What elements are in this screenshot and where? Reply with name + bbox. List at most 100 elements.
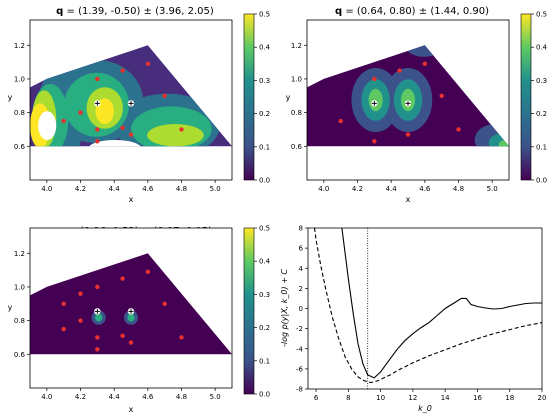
- x-tick-label: 4.6: [142, 185, 154, 193]
- x-tick-label: 14: [441, 394, 450, 402]
- x-tick-label: 4.4: [386, 185, 398, 193]
- x-tick-label: 4.0: [318, 185, 329, 193]
- y-tick-label: 0.6: [291, 143, 303, 151]
- sensor-cross: [128, 308, 134, 314]
- colorbar-tick-label: 0.0: [259, 177, 270, 185]
- x-tick-label: 4.0: [41, 393, 52, 401]
- solid-series-line: [341, 228, 542, 379]
- measurement-point: [95, 335, 100, 340]
- x-tick-label: 4.0: [41, 185, 52, 193]
- line-panel-ylabel: -log p(y|X, k_0) + C: [280, 269, 289, 347]
- contour-level: [147, 124, 204, 147]
- measurement-point: [128, 340, 134, 345]
- x-tick-label: 10: [376, 394, 385, 402]
- colorbar-tick-label: 0.2: [259, 110, 270, 118]
- measurement-point: [179, 127, 184, 132]
- measurement-point: [439, 93, 444, 98]
- x-tick-label: 16: [473, 394, 482, 402]
- contour-level: [368, 88, 383, 112]
- colorbar-tick-label: 0.0: [536, 177, 547, 185]
- colorbar-tick-label: 0.1: [536, 143, 547, 151]
- colorbar-tick-label: 0.2: [259, 324, 270, 332]
- x-tick-label: 4.8: [176, 393, 187, 401]
- panel-1-axes-frame: [29, 19, 233, 181]
- measurement-point: [78, 318, 83, 323]
- contour-level: [127, 313, 135, 322]
- colorbar-tick-label: 0.3: [259, 291, 270, 299]
- panel-3-plot-area: [30, 228, 232, 388]
- measurement-point: [456, 127, 461, 132]
- measurement-point: [128, 132, 134, 137]
- y-tick-label: 1.2: [14, 42, 25, 50]
- panel-2-title: q = (0.64, 0.80) ± (1.44, 0.90): [335, 6, 489, 17]
- y-tick-label: -8: [296, 386, 303, 394]
- colorbar-tick-label: 0.5: [536, 11, 547, 19]
- contour-level: [38, 111, 57, 140]
- measurement-point: [78, 291, 83, 296]
- y-tick-label: 1.0: [14, 75, 25, 83]
- y-tick-label: 1.0: [291, 75, 302, 83]
- measurement-point: [61, 301, 66, 306]
- panel-3-colorbar: 0.0 0.1 0.2 0.3 0.4 0.5: [243, 225, 271, 399]
- colorbar-tick-label: 0.5: [259, 225, 270, 233]
- colorbar-tick-label: 0.5: [259, 11, 270, 19]
- x-tick-label: 5.0: [210, 185, 221, 193]
- panel-1-xlabel: x: [129, 195, 134, 204]
- y-tick-label: 1.0: [14, 283, 25, 291]
- measurement-point: [61, 118, 66, 124]
- x-tick-label: 5.0: [210, 393, 221, 401]
- y-tick-label: 0.8: [14, 109, 25, 117]
- sensor-cross: [371, 100, 377, 106]
- colorbar-tick-label: 0.3: [536, 77, 547, 85]
- measurement-point: [95, 347, 100, 352]
- measurement-point: [120, 333, 125, 338]
- panel-2-axes: 4.0 4.2 4.4 4.6 4.8 5.0 0.6 0.8 1.0 1.2: [291, 42, 498, 193]
- panel-1-colorbar: 0.0 0.1 0.2 0.3 0.4 0.5: [243, 11, 271, 185]
- panel-1-markers: [61, 61, 184, 144]
- y-tick-label: -4: [296, 345, 304, 353]
- sensor-cross: [94, 100, 100, 106]
- line-panel-series: [313, 228, 542, 389]
- colorbar-tick-label: 0.4: [259, 258, 271, 266]
- panel-1-ylabel: y: [8, 93, 13, 102]
- measurement-point: [422, 61, 428, 66]
- x-tick-label: 4.4: [109, 393, 121, 401]
- panel-2-markers: [338, 61, 461, 144]
- y-tick-label: 4: [299, 265, 304, 273]
- panel-2-plot-area: [307, 20, 509, 180]
- measurement-point: [338, 118, 343, 124]
- panel-2-axes-frame: [306, 19, 510, 181]
- line-panel-background: [308, 228, 542, 389]
- sensor-cross: [405, 100, 411, 106]
- panel-1-colorbar-bar: [243, 13, 255, 181]
- contour-level: [88, 140, 142, 147]
- y-tick-label: 8: [299, 225, 303, 233]
- x-tick-label: 18: [505, 394, 514, 402]
- measurement-point: [162, 93, 167, 98]
- panel-2-ylabel: y: [286, 93, 291, 102]
- x-tick-label: 8: [346, 394, 350, 402]
- x-tick-label: 4.6: [419, 185, 431, 193]
- y-tick-label: 0.6: [14, 143, 26, 151]
- line-panel-axes: 6 8 10 12 14 16 18 20 -8 -6 -4 -2 0 2 4 6 8: [296, 225, 546, 403]
- panel-2-colorbar-bar: [520, 13, 532, 181]
- sensor-cross: [94, 308, 100, 314]
- colorbar-tick-label: 0.3: [259, 77, 270, 85]
- x-tick-label: 12: [408, 394, 417, 402]
- colorbar-tick-label: 0.4: [259, 44, 271, 52]
- panel-1-title: q = (1.39, -0.50) ± (3.96, 2.05): [56, 6, 214, 17]
- colorbar-tick-label: 0.0: [259, 391, 270, 399]
- y-tick-label: 0.6: [14, 351, 26, 359]
- sensor-cross: [128, 100, 134, 106]
- panel-2-xlabel: x: [406, 195, 411, 204]
- measurement-point: [120, 68, 125, 73]
- y-tick-label: -2: [296, 325, 303, 333]
- measurement-point: [95, 127, 100, 132]
- panel-3-colorbar-ticks: 0.0 0.1 0.2 0.3 0.4 0.5: [254, 225, 271, 399]
- y-tick-label: 6: [299, 245, 304, 253]
- x-tick-label: 4.6: [142, 393, 154, 401]
- measurement-point: [372, 139, 377, 144]
- line-panel-xlabel: k_0: [418, 404, 432, 413]
- x-tick-label: 4.8: [176, 185, 187, 193]
